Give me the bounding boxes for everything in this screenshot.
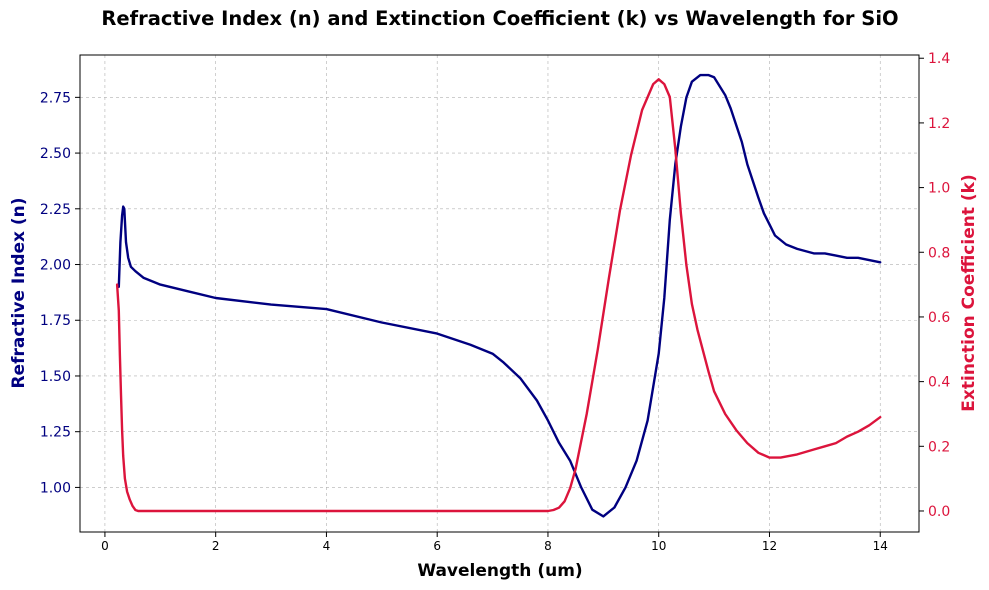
x-axis-ticks: 0 2 4 6 8 10 12 14 <box>101 532 888 553</box>
x-tick-label: 2 <box>212 539 220 553</box>
right-y-tick-label: 0.0 <box>928 504 950 520</box>
left-y-tick-label: 2.25 <box>40 202 71 218</box>
chart-title: Refractive Index (n) and Extinction Coef… <box>101 7 898 30</box>
right-y-axis-label: Extinction Coefficient (k) <box>959 174 979 411</box>
right-y-tick-label: 0.8 <box>928 245 950 261</box>
x-tick-label: 8 <box>544 539 552 553</box>
series-line-n <box>117 73 882 518</box>
x-tick-label: 14 <box>873 539 888 553</box>
x-axis-label: Wavelength (um) <box>417 561 582 581</box>
x-tick-label: 0 <box>101 539 109 553</box>
right-y-tick-label: 1.2 <box>928 116 950 132</box>
left-y-tick-label: 2.50 <box>40 146 71 162</box>
left-y-tick-label: 2.75 <box>40 90 71 106</box>
left-y-tick-label: 1.75 <box>40 313 71 329</box>
right-y-tick-label: 0.6 <box>928 310 950 326</box>
x-tick-label: 12 <box>762 539 777 553</box>
series-layer <box>115 73 882 518</box>
x-tick-label: 10 <box>651 539 666 553</box>
plot-frame <box>79 54 920 533</box>
x-tick-label: 4 <box>323 539 331 553</box>
left-y-axis-label: Refractive Index (n) <box>9 197 29 388</box>
right-y-axis-ticks: 0.0 0.2 0.4 0.6 0.8 1.0 1.2 1.4 <box>919 51 950 520</box>
right-y-tick-label: 1.4 <box>928 51 950 67</box>
grid-lines <box>80 55 919 532</box>
left-y-tick-label: 1.50 <box>40 369 71 385</box>
series-line-k <box>115 78 882 513</box>
x-tick-label: 6 <box>433 539 441 553</box>
left-y-tick-label: 2.00 <box>40 258 71 274</box>
right-y-tick-label: 1.0 <box>928 181 950 197</box>
left-y-tick-label: 1.25 <box>40 425 71 441</box>
left-y-axis-ticks: 1.00 1.25 1.50 1.75 2.00 2.25 2.50 2.75 <box>40 90 80 496</box>
left-y-tick-label: 1.00 <box>40 480 71 496</box>
right-y-tick-label: 0.4 <box>928 375 950 391</box>
right-y-tick-label: 0.2 <box>928 439 950 455</box>
